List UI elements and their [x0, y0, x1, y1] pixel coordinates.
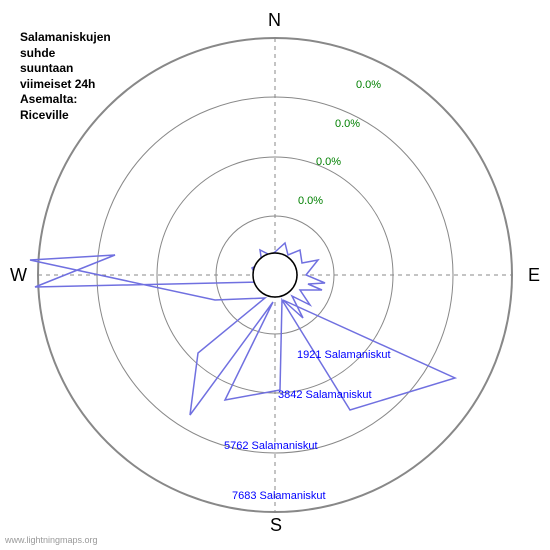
title-line-3: viimeiset 24h: [20, 77, 111, 93]
pct-label-3: 0.0%: [298, 195, 323, 207]
pct-label-2: 0.0%: [316, 156, 341, 168]
cardinal-s: S: [270, 515, 282, 536]
ring-label-2: 5762 Salamaniskut: [224, 440, 318, 452]
center-hub: [253, 253, 297, 297]
ring-label-0: 1921 Salamaniskut: [297, 349, 391, 361]
chart-title: Salamaniskujen suhde suuntaan viimeiset …: [20, 30, 111, 124]
polar-chart-container: Salamaniskujen suhde suuntaan viimeiset …: [0, 0, 550, 550]
cardinal-e: E: [528, 265, 540, 286]
cardinal-w: W: [10, 265, 27, 286]
pct-label-1: 0.0%: [335, 118, 360, 130]
footer-credit: www.lightningmaps.org: [5, 535, 98, 545]
cardinal-n: N: [268, 10, 281, 31]
title-line-2: suuntaan: [20, 61, 111, 77]
title-line-5: Riceville: [20, 108, 111, 124]
ring-label-3: 7683 Salamaniskut: [232, 490, 326, 502]
pct-label-0: 0.0%: [356, 79, 381, 91]
title-line-0: Salamaniskujen: [20, 30, 111, 46]
rose-polygon: [30, 243, 455, 415]
ring-label-1: 3842 Salamaniskut: [278, 389, 372, 401]
title-line-4: Asemalta:: [20, 92, 111, 108]
title-line-1: suhde: [20, 46, 111, 62]
